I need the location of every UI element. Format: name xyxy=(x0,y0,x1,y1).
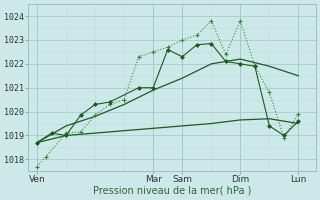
X-axis label: Pression niveau de la mer( hPa ): Pression niveau de la mer( hPa ) xyxy=(93,186,251,196)
